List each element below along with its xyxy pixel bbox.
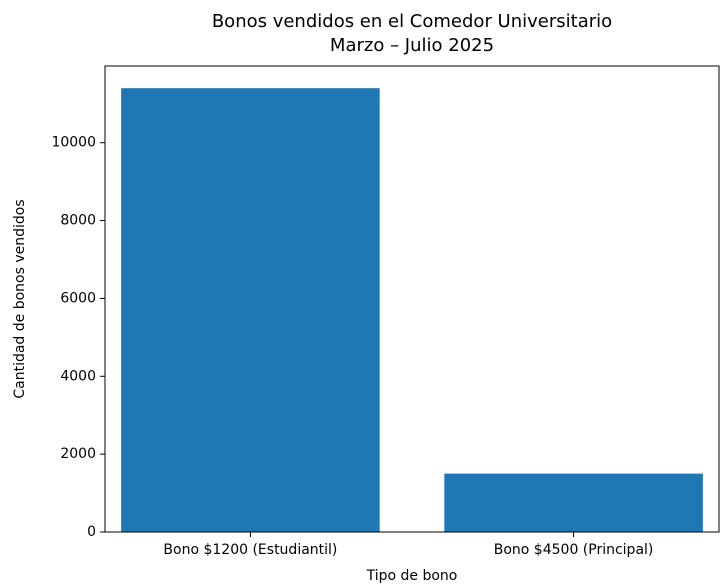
x-tick-label: Bono $4500 (Principal) [494,542,654,558]
x-axis-label: Tipo de bono [366,568,458,584]
plot-frame [104,65,720,533]
bar [121,88,380,532]
bar [444,473,703,532]
y-tick-label: 4000 [60,368,96,384]
y-tick-label: 2000 [60,446,96,462]
y-tick-label: 8000 [60,213,96,229]
y-tick-label: 6000 [60,290,96,306]
x-tick-label: Bono $1200 (Estudiantil) [163,542,337,558]
chart-title: Marzo – Julio 2025 [330,35,494,56]
y-axis-label: Cantidad de bonos vendidos [12,199,28,398]
y-tick-label: 0 [87,524,96,540]
y-tick-label: 10000 [51,135,96,151]
chart-title: Bonos vendidos en el Comedor Universitar… [212,11,612,32]
